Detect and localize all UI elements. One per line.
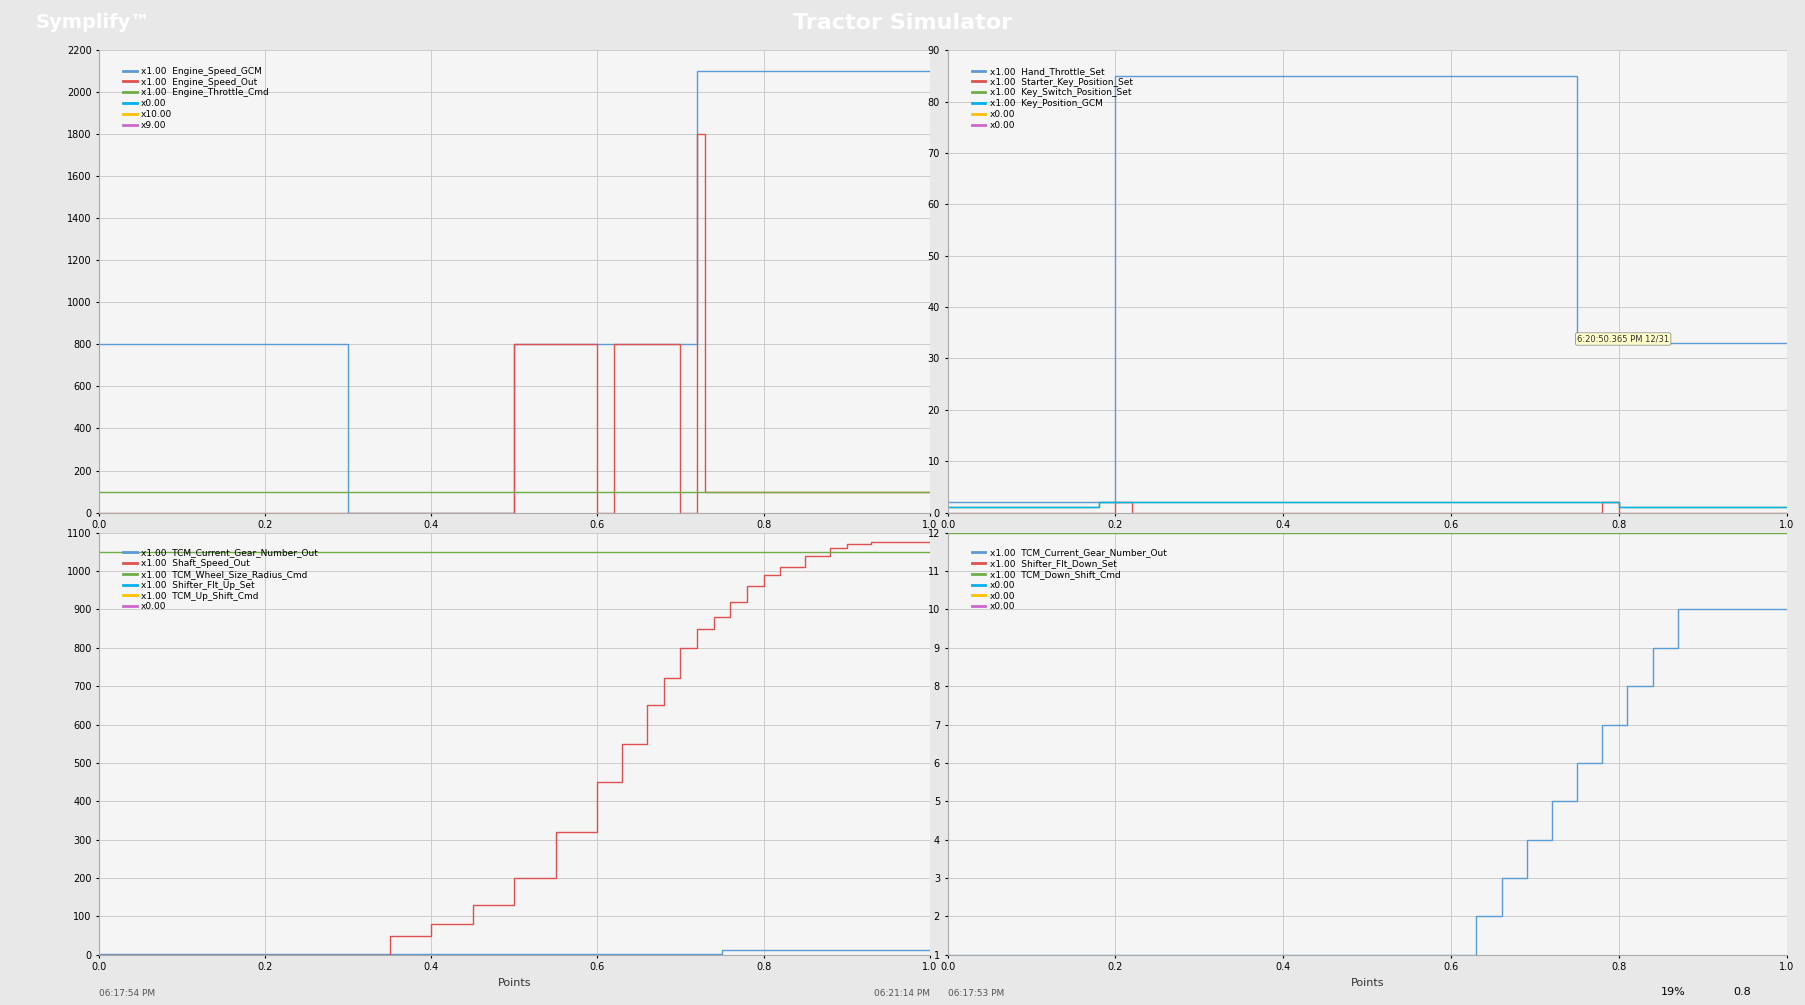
Text: 0.8: 0.8	[1733, 988, 1751, 997]
Legend: x1.00  TCM_Current_Gear_Number_Out, x1.00  Shaft_Speed_Out, x1.00  TCM_Wheel_Siz: x1.00 TCM_Current_Gear_Number_Out, x1.00…	[121, 546, 321, 614]
Text: Tractor Simulator: Tractor Simulator	[792, 13, 1013, 32]
Text: 06:21:14 PM: 06:21:14 PM	[874, 989, 930, 998]
Text: 19%: 19%	[1661, 988, 1686, 997]
X-axis label: Points: Points	[1350, 536, 1384, 546]
Legend: x1.00  TCM_Current_Gear_Number_Out, x1.00  Shifter_Flt_Down_Set, x1.00  TCM_Down: x1.00 TCM_Current_Gear_Number_Out, x1.00…	[969, 546, 1170, 614]
Text: 06:21:13 PM: 06:21:13 PM	[874, 550, 930, 559]
Text: Symplify™: Symplify™	[36, 13, 152, 32]
X-axis label: Points: Points	[1350, 978, 1384, 988]
Text: 06:17:54 PM: 06:17:54 PM	[948, 550, 1004, 559]
Text: 06:17:54 PM: 06:17:54 PM	[99, 989, 155, 998]
Text: ⊞ ⊠ ⊡: ⊞ ⊠ ⊡	[125, 573, 155, 583]
Text: ⊞ ⊠ ⊡: ⊞ ⊠ ⊡	[973, 573, 1004, 583]
Text: 06:17:54 PM: 06:17:54 PM	[99, 550, 155, 559]
Text: 06:17:53 PM: 06:17:53 PM	[948, 989, 1004, 998]
X-axis label: Points: Points	[498, 978, 531, 988]
Text: 06:21:13 PM: 06:21:13 PM	[1731, 550, 1787, 559]
Legend: x1.00  Hand_Throttle_Set, x1.00  Starter_Key_Position_Set, x1.00  Key_Switch_Pos: x1.00 Hand_Throttle_Set, x1.00 Starter_K…	[969, 64, 1135, 133]
X-axis label: Points: Points	[498, 536, 531, 546]
Text: 6:20:50.365 PM 12/31: 6:20:50.365 PM 12/31	[1578, 335, 1670, 344]
Legend: x1.00  Engine_Speed_GCM, x1.00  Engine_Speed_Out, x1.00  Engine_Throttle_Cmd, x0: x1.00 Engine_Speed_GCM, x1.00 Engine_Spe…	[121, 64, 271, 133]
